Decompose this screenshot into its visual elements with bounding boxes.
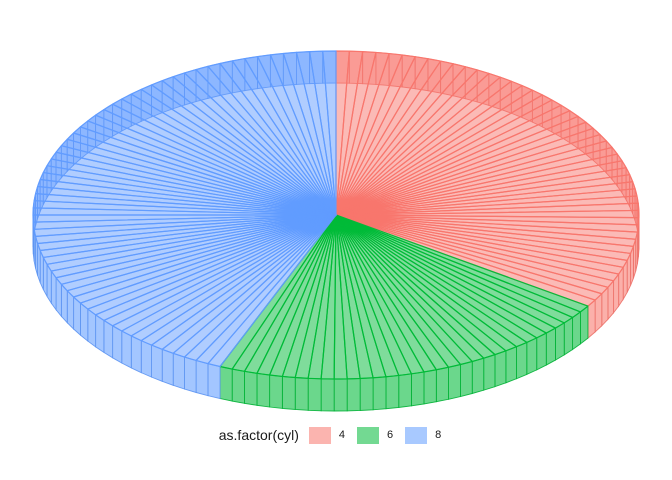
pie-side-segment <box>359 377 374 411</box>
legend-label-8: 8 <box>435 429 442 441</box>
pie-side-segment <box>320 378 335 412</box>
pie-wedge-segment <box>322 50 337 216</box>
pie-top <box>32 50 640 380</box>
pie-side-segment <box>333 378 348 412</box>
pie-side-segment <box>140 339 153 378</box>
legend-title: as.factor(cyl) <box>218 427 299 443</box>
pie-side-segment <box>207 363 221 400</box>
pie-side-segment <box>555 322 565 361</box>
pie-side-segment <box>244 370 258 406</box>
legend: as.factor(cyl) 4 6 8 <box>0 420 672 450</box>
pie-side-segment <box>460 360 473 398</box>
legend-label-6: 6 <box>387 429 394 441</box>
pie-side-segment <box>410 371 425 407</box>
pie-side-segment <box>505 346 517 384</box>
pie-side-segment <box>372 376 387 411</box>
pie-side-segment <box>151 344 163 383</box>
legend-key-4 <box>308 426 331 444</box>
pie-side-segment <box>195 359 209 397</box>
pie-side-segment <box>448 363 461 400</box>
pie-side-segment <box>563 316 574 356</box>
pie-side-segment <box>231 368 245 404</box>
pie-side-segment <box>281 375 296 411</box>
pie-side-segment <box>346 378 361 412</box>
pie-side-segment <box>294 377 309 411</box>
legend-item-6: 6 <box>357 426 394 444</box>
pie-slice-6 <box>219 214 589 380</box>
pie-side-segment <box>103 319 114 359</box>
legend-item-4: 4 <box>308 426 345 444</box>
pie-side-segment <box>130 335 142 374</box>
pie-side-segment <box>95 313 105 354</box>
pie-side-segment <box>161 348 174 386</box>
pie-side-segment <box>423 369 437 405</box>
pie-side-segment <box>172 352 185 390</box>
pie-side-segment <box>121 330 132 369</box>
legend-label-4: 4 <box>338 429 345 441</box>
pie-side-segment <box>516 341 528 380</box>
pie-side-segment <box>572 311 581 351</box>
pie-side-segment <box>269 374 283 409</box>
pie-side-segment <box>536 332 547 371</box>
pie-slice-4 <box>335 50 640 307</box>
pie-side-segment <box>256 372 271 408</box>
pie-side-segment <box>435 366 449 403</box>
pie-slice-8 <box>32 50 337 368</box>
pie-side-segment <box>494 350 507 388</box>
pie-chart <box>32 50 640 412</box>
pie-side-segment <box>471 357 485 395</box>
legend-key-6 <box>357 426 379 444</box>
pie-side-segment <box>526 337 538 376</box>
pie-side-segment <box>112 325 123 364</box>
pie-side-segment <box>219 365 233 402</box>
pie-side-segment <box>398 373 412 408</box>
pie-side-segment <box>307 377 322 412</box>
pie-side-segment <box>385 374 400 410</box>
legend-item-8: 8 <box>405 426 442 444</box>
pie-side-segment <box>545 327 556 366</box>
pie-side-segment <box>483 354 496 391</box>
legend-key-8 <box>405 426 428 444</box>
pie-side-segment <box>184 356 197 394</box>
